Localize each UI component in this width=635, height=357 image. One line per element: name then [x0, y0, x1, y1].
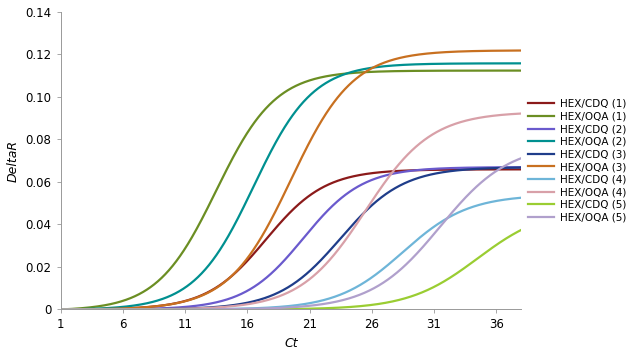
HEX/OQA (4) — [260, 299, 267, 303]
Y-axis label: DeltaR: DeltaR — [7, 140, 20, 182]
HEX/CDQ (5) — [518, 228, 525, 232]
HEX/OQA (2) — [104, 306, 112, 310]
HEX/CDQ (4) — [424, 229, 432, 233]
HEX/CDQ (3) — [104, 307, 112, 312]
HEX/OQA (3) — [373, 64, 380, 68]
HEX/OQA (1) — [373, 70, 380, 74]
X-axis label: Ct: Ct — [284, 337, 298, 350]
HEX/OQA (1) — [416, 69, 424, 73]
HEX/CDQ (4) — [243, 306, 251, 311]
HEX/CDQ (4) — [416, 236, 424, 240]
HEX/OQA (4) — [373, 192, 380, 196]
HEX/CDQ (1) — [373, 170, 380, 175]
Line: HEX/OQA (2): HEX/OQA (2) — [61, 63, 521, 310]
HEX/CDQ (5) — [424, 288, 432, 292]
HEX/OQA (2) — [243, 198, 251, 202]
HEX/CDQ (2) — [518, 165, 525, 169]
HEX/CDQ (1) — [57, 307, 65, 312]
HEX/OQA (1) — [104, 303, 112, 307]
HEX/CDQ (1) — [243, 259, 251, 263]
Line: HEX/CDQ (2): HEX/CDQ (2) — [61, 167, 521, 310]
HEX/CDQ (2) — [57, 307, 65, 312]
HEX/OQA (3) — [416, 52, 424, 56]
HEX/CDQ (5) — [104, 307, 112, 312]
HEX/CDQ (2) — [243, 289, 251, 293]
HEX/CDQ (4) — [518, 196, 525, 200]
Line: HEX/CDQ (1): HEX/CDQ (1) — [61, 169, 521, 310]
HEX/OQA (3) — [57, 307, 65, 312]
HEX/CDQ (5) — [243, 307, 251, 312]
HEX/CDQ (5) — [57, 307, 65, 312]
HEX/CDQ (1) — [260, 240, 267, 245]
HEX/OQA (5) — [518, 156, 525, 160]
HEX/CDQ (1) — [416, 168, 424, 172]
Legend: HEX/CDQ (1), HEX/OQA (1), HEX/CDQ (2), HEX/OQA (2), HEX/CDQ (3), HEX/OQA (3), HE: HEX/CDQ (1), HEX/OQA (1), HEX/CDQ (2), H… — [526, 97, 628, 225]
HEX/OQA (2) — [424, 62, 432, 66]
HEX/OQA (3) — [260, 232, 267, 236]
HEX/CDQ (2) — [104, 307, 112, 311]
HEX/OQA (1) — [260, 109, 267, 113]
HEX/OQA (2) — [416, 62, 424, 66]
HEX/OQA (2) — [518, 61, 525, 65]
HEX/OQA (1) — [57, 307, 65, 312]
Line: HEX/OQA (4): HEX/OQA (4) — [61, 114, 521, 310]
HEX/CDQ (5) — [416, 291, 424, 296]
HEX/OQA (1) — [243, 131, 251, 136]
HEX/OQA (4) — [416, 141, 424, 146]
HEX/OQA (3) — [104, 307, 112, 311]
HEX/OQA (5) — [57, 307, 65, 312]
HEX/OQA (5) — [260, 306, 267, 311]
HEX/CDQ (1) — [104, 307, 112, 311]
HEX/CDQ (2) — [373, 176, 380, 180]
Line: HEX/OQA (3): HEX/OQA (3) — [61, 50, 521, 310]
HEX/OQA (1) — [424, 69, 432, 73]
HEX/CDQ (5) — [260, 307, 267, 311]
Line: HEX/CDQ (4): HEX/CDQ (4) — [61, 198, 521, 310]
HEX/CDQ (4) — [260, 306, 267, 310]
HEX/CDQ (5) — [373, 302, 380, 306]
HEX/CDQ (3) — [416, 175, 424, 180]
HEX/OQA (1) — [518, 69, 525, 73]
HEX/CDQ (1) — [518, 167, 525, 171]
HEX/OQA (3) — [424, 51, 432, 56]
Line: HEX/OQA (1): HEX/OQA (1) — [61, 71, 521, 310]
HEX/CDQ (3) — [243, 301, 251, 305]
HEX/OQA (4) — [57, 307, 65, 312]
HEX/OQA (2) — [373, 65, 380, 69]
Line: HEX/CDQ (3): HEX/CDQ (3) — [61, 167, 521, 310]
HEX/OQA (5) — [416, 248, 424, 253]
HEX/CDQ (2) — [424, 167, 432, 171]
HEX/OQA (4) — [104, 307, 112, 312]
Line: HEX/OQA (5): HEX/OQA (5) — [61, 158, 521, 310]
HEX/CDQ (2) — [416, 168, 424, 172]
HEX/CDQ (4) — [373, 272, 380, 276]
HEX/CDQ (4) — [104, 307, 112, 312]
HEX/CDQ (1) — [424, 168, 432, 172]
HEX/CDQ (3) — [373, 199, 380, 203]
HEX/OQA (4) — [243, 302, 251, 307]
HEX/OQA (5) — [104, 307, 112, 312]
HEX/OQA (5) — [373, 285, 380, 289]
HEX/OQA (5) — [424, 239, 432, 243]
HEX/OQA (5) — [243, 307, 251, 311]
HEX/OQA (3) — [518, 48, 525, 52]
Line: HEX/CDQ (5): HEX/CDQ (5) — [61, 230, 521, 310]
HEX/OQA (4) — [424, 135, 432, 140]
HEX/OQA (2) — [260, 164, 267, 168]
HEX/OQA (4) — [518, 111, 525, 116]
HEX/CDQ (3) — [518, 165, 525, 170]
HEX/CDQ (3) — [424, 173, 432, 177]
HEX/CDQ (4) — [57, 307, 65, 312]
HEX/OQA (2) — [57, 307, 65, 312]
HEX/CDQ (3) — [57, 307, 65, 312]
HEX/OQA (3) — [243, 257, 251, 261]
HEX/CDQ (3) — [260, 296, 267, 301]
HEX/CDQ (2) — [260, 278, 267, 282]
